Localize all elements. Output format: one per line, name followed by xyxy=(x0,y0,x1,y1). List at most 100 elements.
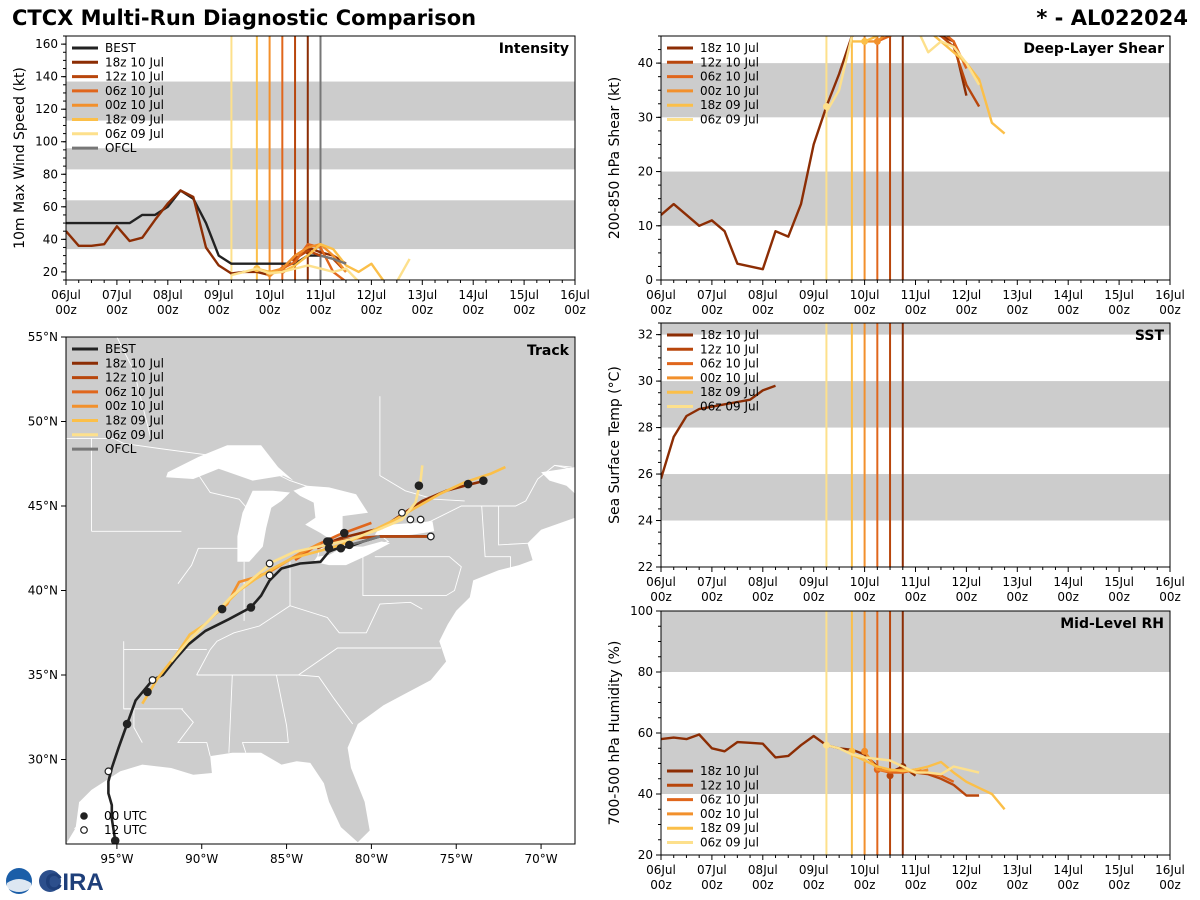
track-legend-label-06z-09-jul: 06z 09 Jul xyxy=(105,428,164,442)
intensity-ytick-label: 60 xyxy=(43,200,58,214)
rh-shade-band xyxy=(661,611,1170,672)
shear-legend-label-12z-10-jul: 12z 10 Jul xyxy=(700,55,759,69)
sst-plot-area xyxy=(661,323,1170,567)
rh-xtick-hour: 00z xyxy=(752,878,774,892)
track-point-12utc-06z-09-jul xyxy=(406,515,415,524)
track-point-12utc-06z-09-jul xyxy=(416,515,425,524)
intensity-xtick-hour: 00z xyxy=(259,303,281,317)
rh-xtick-day: 13Jul xyxy=(1002,863,1032,877)
intensity-xtick-day: 14Jul xyxy=(458,288,488,302)
border-va-nc xyxy=(298,647,441,676)
shear-shade-band xyxy=(661,63,1170,118)
track-point-00utc-00z-10-jul xyxy=(217,604,227,614)
sst-legend-label-06z-09-jul: 06z 09 Jul xyxy=(700,400,759,414)
rh-xtick-day: 07Jul xyxy=(697,863,727,877)
shear-marker-00z-10-jul xyxy=(873,37,881,45)
shear-xtick-day: 10Jul xyxy=(850,288,880,302)
border-maine-nb xyxy=(554,464,575,471)
sst-series-18z-10-jul xyxy=(661,384,776,480)
sst-xtick-hour: 00z xyxy=(803,590,825,604)
border-ohio-river xyxy=(196,601,423,676)
rh-xtick-hour: 00z xyxy=(1057,878,1079,892)
shear-xtick-hour: 00z xyxy=(650,303,672,317)
intensity-legend-label-00z-10-jul: 00z 10 Jul xyxy=(105,98,164,112)
shear-plot-area xyxy=(661,36,1170,280)
shear-marker-06z-09-jul xyxy=(822,102,830,110)
intensity-xtick-hour: 00z xyxy=(462,303,484,317)
track-point-00utc-best xyxy=(110,836,120,844)
intensity-xtick-day: 13Jul xyxy=(407,288,437,302)
intensity-xtick-hour: 00z xyxy=(412,303,434,317)
intensity-xtick-hour: 00z xyxy=(310,303,332,317)
track-point-12utc-best xyxy=(104,767,113,776)
border-ms-al xyxy=(228,674,233,753)
intensity-xtick-hour: 00z xyxy=(208,303,230,317)
border-wi-mi xyxy=(192,466,253,515)
sst-shade-band xyxy=(661,323,1170,335)
border-ga-sc-tn xyxy=(196,674,354,725)
border-ny-new-england xyxy=(481,505,511,569)
track-point-00utc-best xyxy=(336,543,346,553)
sst-xtick-day: 08Jul xyxy=(748,575,778,589)
intensity-plot-area xyxy=(66,36,575,280)
rh-xtick-day: 12Jul xyxy=(952,863,982,877)
sst-xtick-day: 10Jul xyxy=(850,575,880,589)
rh-xtick-hour: 00z xyxy=(854,878,876,892)
sst-shade-band xyxy=(661,381,1170,428)
rh-ytick-label: 100 xyxy=(630,604,653,618)
storm-id: * - AL022024 xyxy=(1036,6,1188,30)
track-point-12utc-06z-09-jul xyxy=(398,508,406,517)
intensity-panel: 2040608010012014016006Jul00z07Jul00z08Ju… xyxy=(12,35,590,317)
border-vt-nh xyxy=(498,506,530,546)
track-legend-label-12z-10-jul: 12z 10 Jul xyxy=(105,371,164,385)
track-lon-label: 80°W xyxy=(355,852,388,866)
sst-ytick-label: 22 xyxy=(638,560,653,574)
intensity-ytick-label: 160 xyxy=(35,37,58,51)
border-ontario-manitoba xyxy=(116,337,152,439)
sst-xtick-day: 07Jul xyxy=(697,575,727,589)
rh-xtick-hour: 00z xyxy=(1159,878,1181,892)
track-lat-label: 50°N xyxy=(28,415,58,429)
sst-xtick-hour: 00z xyxy=(905,590,927,604)
sst-ylabel: Sea Surface Temp (°C) xyxy=(607,366,623,524)
border-pa xyxy=(362,556,462,597)
track-point-12utc-18z-10-jul xyxy=(426,532,435,541)
track-lon-label: 90°W xyxy=(185,852,218,866)
sst-legend-label-12z-10-jul: 12z 10 Jul xyxy=(700,342,759,356)
sst-legend-label-06z-10-jul: 06z 10 Jul xyxy=(700,357,759,371)
track-point-00utc-ofcl xyxy=(345,540,354,550)
cira-globe-icon xyxy=(39,870,61,892)
track-lat-label: 45°N xyxy=(28,499,58,513)
track-lon-label: 70°W xyxy=(524,852,557,866)
rh-plot-area xyxy=(661,611,1170,855)
track-map-area xyxy=(66,337,575,844)
shear-legend-label-06z-09-jul: 06z 09 Jul xyxy=(700,113,759,127)
track-lat-label: 35°N xyxy=(28,668,58,682)
rh-xtick-hour: 00z xyxy=(701,878,723,892)
rh-xtick-day: 09Jul xyxy=(799,863,829,877)
rh-xtick-day: 08Jul xyxy=(748,863,778,877)
lake-huron xyxy=(293,485,368,540)
sst-title: SST xyxy=(1135,328,1165,344)
shear-xtick-day: 08Jul xyxy=(748,288,778,302)
border-ms-la xyxy=(177,708,211,757)
intensity-legend-label-12z-10-jul: 12z 10 Jul xyxy=(105,70,164,84)
shear-legend-label-00z-10-jul: 00z 10 Jul xyxy=(700,84,759,98)
intensity-series-ofcl xyxy=(320,254,347,265)
rh-xtick-day: 06Jul xyxy=(646,863,676,877)
rh-legend-label-18z-10-jul: 18z 10 Jul xyxy=(700,764,759,778)
track-legend-filled-marker xyxy=(80,812,88,820)
track-point-00utc-18z-10-jul xyxy=(463,479,473,489)
rh-marker-06z-09-jul xyxy=(822,741,830,749)
intensity-title: Intensity xyxy=(499,41,569,57)
rh-xtick-day: 15Jul xyxy=(1104,863,1134,877)
shear-series-18z-10-jul xyxy=(661,36,968,271)
sst-legend-label-00z-10-jul: 00z 10 Jul xyxy=(700,371,759,385)
track-lon-label: 75°W xyxy=(440,852,473,866)
intensity-series-06z-09-jul xyxy=(231,264,359,280)
intensity-ytick-label: 120 xyxy=(35,102,58,116)
track-lon-label: 95°W xyxy=(100,852,133,866)
shear-xtick-day: 07Jul xyxy=(697,288,727,302)
lake-superior xyxy=(166,445,294,481)
intensity-xtick-day: 09Jul xyxy=(204,288,234,302)
